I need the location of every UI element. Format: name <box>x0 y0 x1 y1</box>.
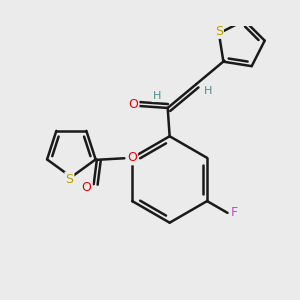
Text: O: O <box>129 98 138 110</box>
Text: H: H <box>204 86 212 97</box>
Text: O: O <box>127 152 137 164</box>
Text: F: F <box>231 206 238 219</box>
Text: S: S <box>215 25 223 38</box>
Text: O: O <box>82 181 92 194</box>
Text: H: H <box>152 91 161 101</box>
Text: S: S <box>65 172 74 185</box>
